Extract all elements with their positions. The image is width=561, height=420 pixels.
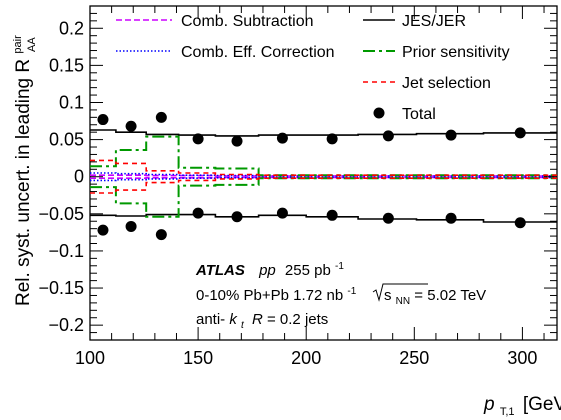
total-marker-lower [97, 224, 109, 236]
total-marker-upper [125, 120, 137, 132]
series-prior-sensitivity-upper [90, 135, 557, 177]
jets-suffix: = 0.2 jets [267, 311, 328, 328]
y-tick-label: 0.2 [59, 18, 84, 38]
annotation-line-2: 0-10% Pb+Pb 1.72 nb -1 [196, 286, 357, 304]
total-marker-lower [155, 229, 167, 241]
y-axis-title-main: Rel. syst. uncert. in leading R [13, 59, 34, 306]
legend-marker-total [373, 107, 385, 119]
sqrt-s-subscript: NN [396, 296, 410, 307]
y-tick-label: −0.2 [48, 315, 84, 335]
annotation: ATLAS pp 255 pb -1 0-10% Pb+Pb 1.72 nb -… [195, 261, 486, 332]
total-marker-upper [382, 130, 394, 142]
legend-label-total: Total [402, 106, 436, 123]
y-axis-title-subscript: AA [26, 37, 38, 52]
sqrt-sign [372, 283, 428, 302]
total-marker-lower [326, 209, 338, 221]
total-marker-upper [445, 129, 457, 141]
energy-value: = 5.02 TeV [414, 287, 486, 304]
series-jes-jer-upper [90, 129, 557, 137]
centrality-lumi-exponent: -1 [347, 286, 356, 297]
x-tick-label: 250 [399, 348, 429, 368]
x-tick-label: 150 [183, 348, 213, 368]
x-axis-title: p T,1 [GeV] [483, 394, 561, 420]
centrality-lumi: 0-10% Pb+Pb 1.72 nb [196, 287, 343, 304]
x-tick-label: 200 [291, 348, 321, 368]
annotation-line-1: ATLAS pp 255 pb -1 [195, 261, 344, 279]
y-tick-label: −0.05 [38, 204, 84, 224]
y-tick-label: 0.15 [49, 55, 84, 75]
total-marker-lower [514, 217, 526, 229]
y-axis-title-superscript: pair [12, 35, 24, 54]
jets-k: k [229, 311, 238, 328]
total-marker-upper [192, 133, 204, 145]
jets-prefix: anti- [196, 311, 225, 328]
series-prior-sensitivity-lower [90, 177, 557, 218]
total-marker-lower [125, 220, 137, 232]
jets-r: R [252, 311, 263, 328]
total-marker-lower [382, 212, 394, 224]
x-axis-title-subscript: T,1 [500, 406, 515, 418]
total-marker-upper [231, 135, 243, 147]
x-axis-title-unit: [GeV] [523, 394, 561, 415]
total-marker-upper [155, 111, 167, 123]
legend: Comb. Subtraction Comb. Eff. Correction … [116, 13, 510, 123]
y-tick-label: 0.05 [49, 130, 84, 150]
total-marker-lower [192, 207, 204, 219]
total-marker-lower [276, 207, 288, 219]
plot-content [90, 111, 557, 241]
legend-label-comb-eff-correction: Comb. Eff. Correction [181, 44, 335, 61]
energy-label: s NN = 5.02 TeV [384, 287, 486, 308]
annotation-line-3: anti- k t R = 0.2 jets [196, 311, 328, 332]
total-marker-upper [514, 127, 526, 139]
legend-label-prior-sensitivity: Prior sensitivity [402, 44, 510, 61]
axes: −0.2 −0.15 −0.1 −0.05 0 0.05 0.1 0.15 0.2 100 150 2… [38, 5, 557, 368]
y-tick-label: −0.1 [48, 241, 84, 261]
x-tick-label: 100 [75, 348, 105, 368]
y-tick-label: 0 [74, 167, 84, 187]
pp-label: pp [258, 262, 276, 279]
sqrt-s: s [384, 287, 392, 304]
y-axis-title: Rel. syst. uncert. in leading R pair AA [5, 30, 38, 306]
atlas-label: ATLAS [195, 262, 245, 279]
legend-label-jes-jer: JES/JER [402, 13, 466, 30]
total-marker-upper [326, 133, 338, 145]
pp-lumi: 255 pb [285, 262, 331, 279]
pp-lumi-exponent: -1 [335, 261, 344, 272]
y-tick-label: −0.15 [38, 278, 84, 298]
x-axis-title-main: p [483, 394, 495, 415]
series-jes-jer-lower [90, 213, 557, 223]
total-marker-lower [445, 212, 457, 224]
y-tick-label: 0.1 [59, 92, 84, 112]
legend-label-jet-selection: Jet selection [402, 75, 491, 92]
x-tick-label: 300 [507, 348, 537, 368]
total-marker-upper [97, 114, 109, 126]
total-marker-lower [231, 211, 243, 223]
legend-label-comb-subtraction: Comb. Subtraction [181, 13, 314, 30]
total-marker-upper [276, 132, 288, 144]
series-jet-selection-lower [90, 177, 557, 194]
series-jet-selection-upper [90, 159, 557, 176]
jets-k-subscript: t [241, 320, 245, 331]
